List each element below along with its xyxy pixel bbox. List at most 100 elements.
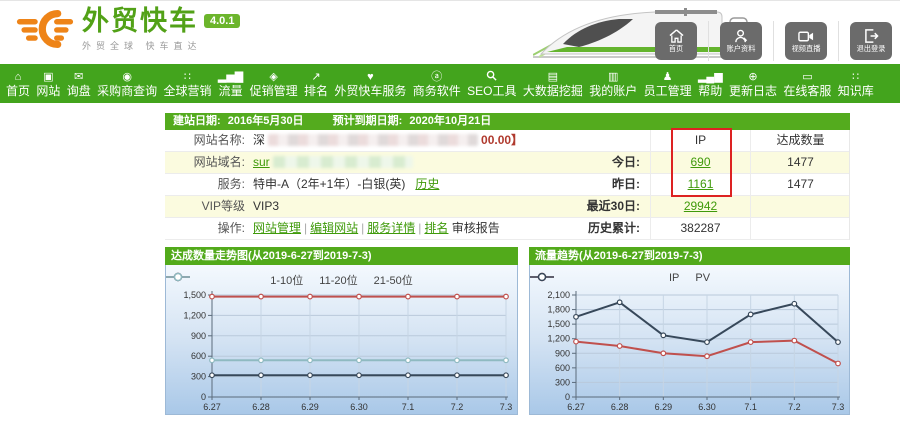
legend-marker-icon — [166, 272, 190, 282]
site-manage-link[interactable]: 网站管理 — [253, 221, 302, 235]
nav-item-traffic[interactable]: ▂▅▇ 流量 — [218, 70, 243, 98]
nav-item-help[interactable]: ▂▄▆ 帮助 — [698, 70, 723, 98]
vip-label: VIP等级 — [201, 199, 245, 213]
nav-item-label: 网站 — [36, 83, 61, 98]
my-account-icon: ▥ — [608, 70, 619, 83]
nav-item-seo-tools[interactable]: SEO工具 — [467, 70, 516, 98]
nav-item-home[interactable]: ⌂ 首页 — [6, 70, 30, 98]
build-date-label: 建站日期: — [173, 115, 221, 127]
nav-item-label: 采购商查询 — [97, 83, 158, 98]
nav-item-label: 知识库 — [837, 83, 874, 98]
wings-logo-icon — [16, 9, 74, 49]
account-icon — [734, 29, 747, 43]
svg-text:6.27: 6.27 — [203, 402, 221, 412]
achievement-trend-plot: 1-10位 11-20位 21-50位 0 300 600 900 1,200 1,500 6.2… — [165, 265, 518, 415]
traffic-chart-title: 流量趋势(从2019-6-27到2019-7-3) — [529, 247, 850, 265]
yesterday-ip-link[interactable]: 1161 — [687, 177, 714, 191]
nav-item-changelog[interactable]: ⊕ 更新日志 — [729, 70, 777, 98]
account-profile-button[interactable]: 账户资料 — [720, 22, 762, 60]
header-divider — [708, 21, 709, 61]
service-history-link[interactable]: 历史 — [415, 177, 440, 191]
svg-text:7.2: 7.2 — [451, 402, 464, 412]
online-service-icon: ▭ — [802, 70, 813, 83]
home-icon: ⌂ — [14, 70, 22, 83]
site-name-amount: 00.00】 — [481, 133, 524, 147]
nav-item-label: 全球营销 — [163, 83, 212, 98]
domain-link[interactable]: sur — [253, 155, 270, 169]
brand-tagline: 外贸全球 快车直达 — [82, 41, 202, 51]
table-row: VIP等级 VIP3 最近30日: 29942 — [165, 196, 849, 218]
yesterday-label: 昨日: — [612, 177, 640, 191]
nav-item-business-software[interactable]: ⓐ 商务软件 — [413, 70, 461, 98]
brand-title: 外贸快车 — [82, 6, 198, 36]
achievement-trend-chart-panel: 达成数量走势图(从2019-6-27到2019-7-3) 1-10位 11-20位… — [165, 247, 518, 415]
svg-text:300: 300 — [555, 377, 570, 387]
nav-item-knowledge-base[interactable]: ∷ 知识库 — [838, 70, 874, 98]
last30days-achieved-value — [750, 196, 850, 217]
svg-text:300: 300 — [191, 372, 206, 382]
expire-date-label: 预计到期日期: — [332, 115, 403, 127]
legend-item: IP — [530, 272, 679, 284]
achieved-column-header: 达成数量 — [750, 130, 850, 151]
nav-item-label: 询盘 — [66, 83, 91, 98]
nav-item-online-support[interactable]: ▭ 在线客服 — [783, 70, 831, 98]
svg-text:6.28: 6.28 — [252, 402, 270, 412]
table-row: 操作: 网站管理 | 编辑网站 | 服务详情 | 排名 审核报告 历史累计: 382287 — [165, 218, 849, 240]
edit-site-link[interactable]: 编辑网站 — [310, 221, 359, 235]
last30days-ip-link[interactable]: 29942 — [683, 199, 718, 213]
svg-text:6.28: 6.28 — [611, 402, 629, 412]
main-navigation: ⌂ 首页 ▣ 网站 ✉ 询盘 ◉ 采购商查询 ∷ 全球营销 ▂▅▇ 流量 ◈ 促销管理 ↗ 排名 ♥ 外贸快车服务… — [0, 64, 900, 103]
table-row: 网站名称: 深 00.00】 IP 达成数量 — [165, 130, 849, 152]
nav-item-ranking[interactable]: ↗ 排名 — [304, 70, 328, 98]
achievement-chart-title: 达成数量走势图(从2019-6-27到2019-7-3) — [165, 247, 518, 265]
nav-item-services[interactable]: ♥ 外贸快车服务 — [334, 70, 406, 98]
redacted-site-name — [268, 134, 479, 146]
nav-item-staff[interactable]: ♟ 员工管理 — [644, 70, 692, 98]
nav-item-big-data[interactable]: ▤ 大数据挖掘 — [523, 70, 583, 98]
nav-item-inquiry[interactable]: ✉ 询盘 — [67, 70, 91, 98]
nav-item-website[interactable]: ▣ 网站 — [36, 70, 60, 98]
home-icon — [668, 29, 684, 43]
nav-item-global-marketing[interactable]: ∷ 全球营销 — [164, 70, 212, 98]
account-button-label: 账户资料 — [726, 44, 756, 53]
nav-item-my-account[interactable]: ▥ 我的账户 — [589, 70, 637, 98]
svg-text:7.3: 7.3 — [500, 402, 513, 412]
history-total-achieved-value — [750, 218, 850, 239]
table-row: 网站域名: sur 今日: 690 1477 — [165, 152, 849, 174]
logout-button[interactable]: 退出登录 — [850, 22, 892, 60]
domain-value: sur — [253, 152, 553, 173]
video-live-button[interactable]: 视频直播 — [785, 22, 827, 60]
today-ip-link[interactable]: 690 — [690, 155, 711, 169]
svg-text:900: 900 — [191, 331, 206, 341]
today-label: 今日: — [612, 155, 640, 169]
nav-item-label: 首页 — [6, 83, 31, 98]
legend-marker-icon — [530, 272, 554, 282]
service-detail-link[interactable]: 服务详情 — [367, 221, 416, 235]
brand-logo: 外贸快车 4.0.1 外贸全球 快车直达 — [16, 6, 241, 52]
business-software-icon: ⓐ — [431, 70, 443, 83]
svg-text:6.30: 6.30 — [350, 402, 368, 412]
site-name-label: 网站名称: — [193, 133, 245, 147]
ranking-link[interactable]: 排名 — [424, 221, 449, 235]
logout-icon — [864, 29, 879, 43]
svg-text:7.3: 7.3 — [832, 402, 845, 412]
svg-text:1,200: 1,200 — [547, 334, 570, 344]
chart-legend: IP PV — [530, 272, 849, 284]
legend-item: 21-50位 — [166, 272, 413, 288]
history-total-label: 历史累计: — [588, 221, 640, 235]
redacted-domain — [272, 156, 413, 168]
bigdata-briefcase-icon: ▤ — [547, 70, 559, 83]
staff-people-icon: ♟ — [662, 70, 673, 83]
knowledge-grid-icon: ∷ — [852, 70, 860, 83]
global-marketing-icon: ∷ — [184, 70, 191, 83]
nav-item-promotion[interactable]: ◈ 促销管理 — [250, 70, 298, 98]
traffic-trend-chart-panel: 流量趋势(从2019-6-27到2019-7-3) IP PV 0 300 600 900… — [529, 247, 850, 415]
nav-item-label: 在线客服 — [783, 83, 832, 98]
audit-report-text: 审核报告 — [451, 221, 500, 235]
home-button[interactable]: 首页 — [655, 22, 697, 60]
header-divider — [773, 21, 774, 61]
traffic-trend-plot: IP PV 0 300 600 900 1,200 1,500 1,800 2,100 6.27 6.… — [529, 265, 850, 415]
nav-item-buyer-search[interactable]: ◉ 采购商查询 — [97, 70, 157, 98]
site-overview-panel: 建站日期: 2016年5月30日 预计到期日期: 2020年10月21日 网站名… — [165, 113, 850, 415]
yesterday-achieved-value: 1477 — [750, 174, 850, 195]
